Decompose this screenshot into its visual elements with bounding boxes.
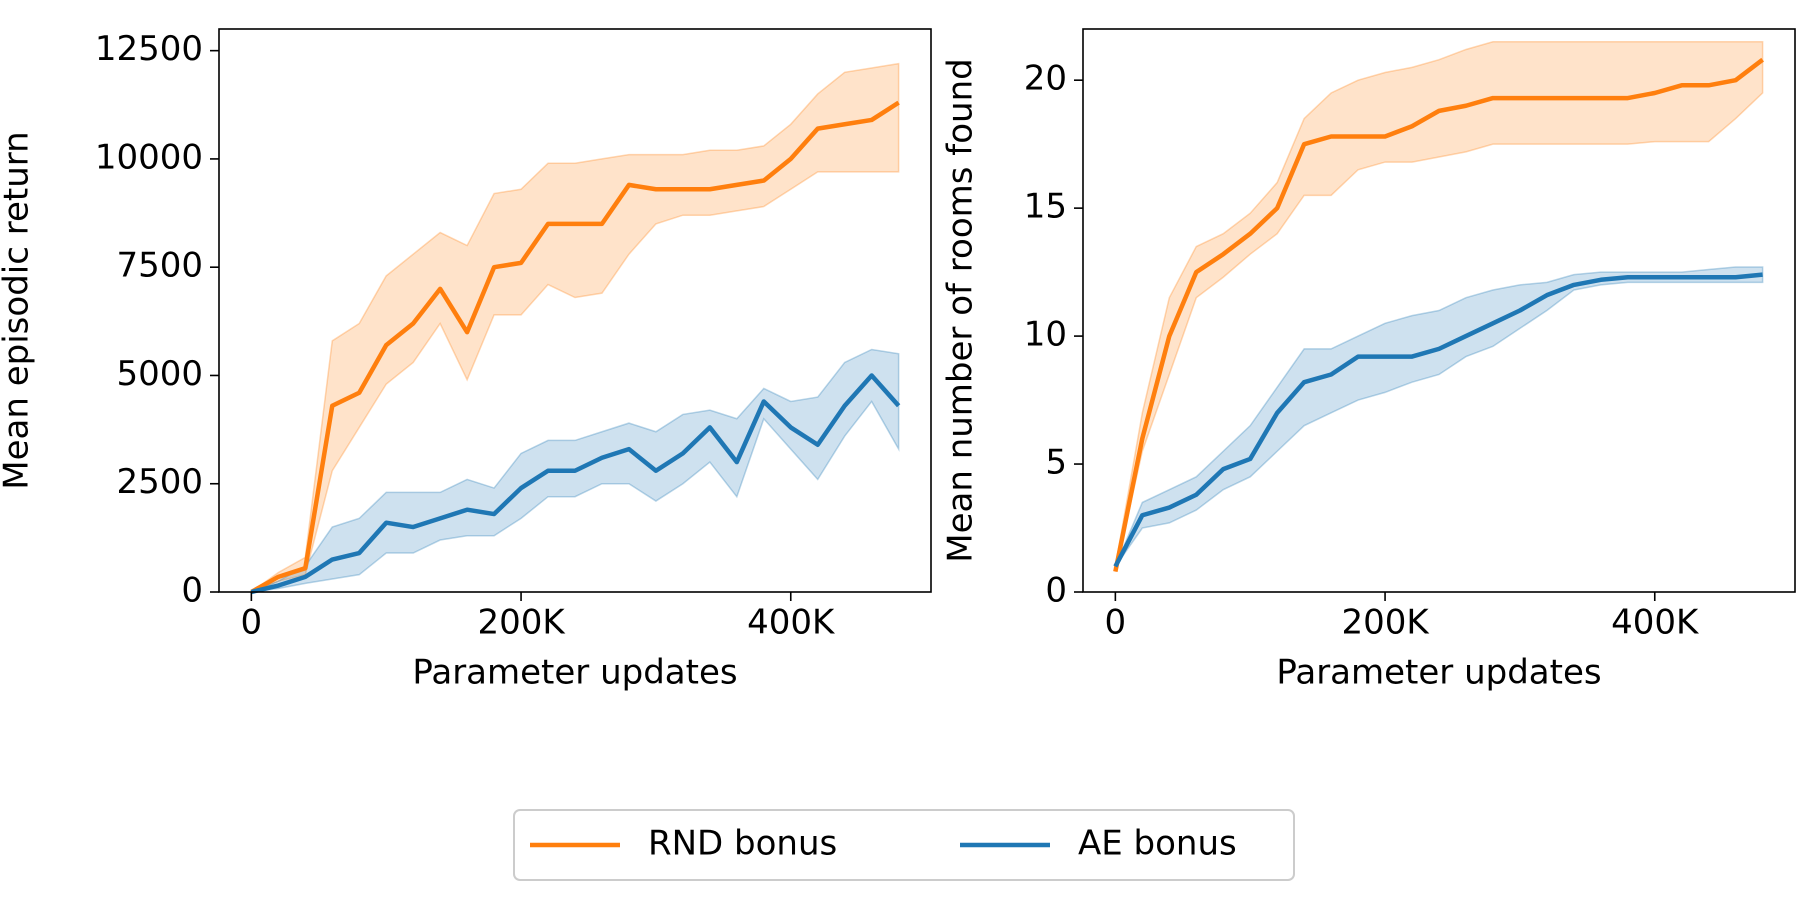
y-tick-label: 10000 (95, 137, 203, 177)
x-tick-label: 200K (477, 603, 566, 643)
legend-label: AE bonus (1078, 824, 1237, 864)
y-axis-label: Mean episodic return (0, 131, 37, 489)
y-tick-label: 15 (1024, 187, 1067, 227)
confidence-band (250, 62, 900, 593)
legend-box (513, 809, 1295, 881)
x-tick-label: 400K (1611, 603, 1700, 643)
y-tick-label: 0 (1045, 571, 1067, 611)
line (250, 100, 900, 594)
plot-frame (1082, 28, 1796, 593)
y-tick-label: 0 (181, 571, 203, 611)
y-tick-label: 20 (1024, 59, 1067, 99)
x-tick-label: 200K (1341, 603, 1430, 643)
confidence-band (1114, 266, 1764, 567)
confidence-band (1114, 41, 1764, 572)
plot-frame (218, 28, 932, 593)
x-axis-label: Parameter updates (1276, 653, 1601, 693)
y-tick-label: 12500 (95, 29, 203, 69)
x-tick-label: 0 (241, 603, 263, 643)
line (1113, 57, 1764, 572)
y-tick-label: 7500 (116, 246, 203, 286)
y-tick-label: 2500 (116, 462, 203, 502)
legend-label: RND bonus (648, 824, 837, 864)
y-axis-label: Mean number of rooms found (941, 58, 981, 562)
x-axis-label: Parameter updates (412, 653, 737, 693)
y-tick-label: 5 (1045, 443, 1067, 483)
y-tick-label: 10 (1024, 315, 1067, 355)
x-tick-label: 0 (1105, 603, 1127, 643)
line (1113, 272, 1763, 568)
line (250, 373, 901, 595)
x-tick-label: 400K (747, 603, 836, 643)
y-tick-label: 5000 (116, 354, 203, 394)
